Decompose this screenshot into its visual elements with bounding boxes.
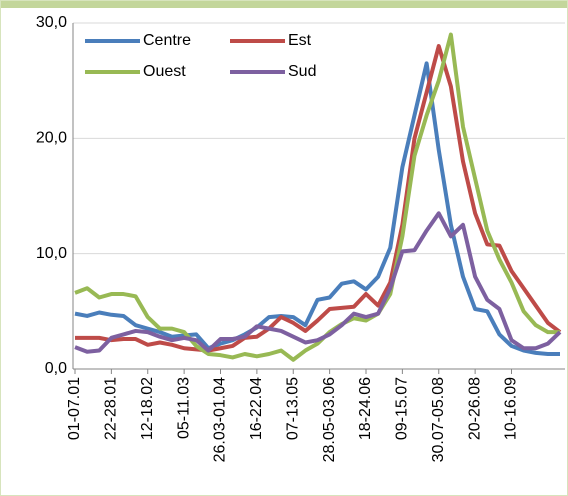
series-line (74, 61, 560, 357)
top-band (0, 0, 568, 8)
y-tick-label: 20,0 (36, 130, 67, 147)
x-tick-label: 22-28.01 (103, 377, 120, 440)
y-tick-label: 10,0 (36, 245, 67, 262)
x-tick-label: 30.07-05.08 (430, 377, 447, 463)
legend-label: Est (288, 32, 312, 49)
y-tick-label: 30,0 (36, 14, 67, 31)
series-line (74, 211, 562, 354)
x-tick-label: 28.05-03.06 (321, 377, 338, 463)
x-tick-label: 10-16.09 (503, 377, 520, 440)
x-tick-label: 16-22.04 (248, 377, 265, 440)
legend-label: Sud (288, 63, 316, 80)
legend-label: Centre (143, 32, 191, 49)
x-tick-label: 18-24.06 (357, 377, 374, 440)
legend-label: Ouest (143, 63, 186, 80)
x-tick-label: 20-26.08 (466, 377, 483, 440)
series-line (74, 32, 560, 362)
x-tick-label: 07-13.05 (284, 377, 301, 440)
y-tick-label: 0,0 (45, 360, 67, 377)
x-tick-label: 12-18.02 (139, 377, 156, 440)
series-line (75, 44, 562, 353)
x-tick-label: 01-07.01 (66, 377, 83, 440)
x-tick-label: 26.03-01.04 (212, 377, 229, 463)
x-tick-label: 05-11.03 (175, 377, 192, 439)
x-tick-label: 09-15.07 (394, 377, 411, 440)
